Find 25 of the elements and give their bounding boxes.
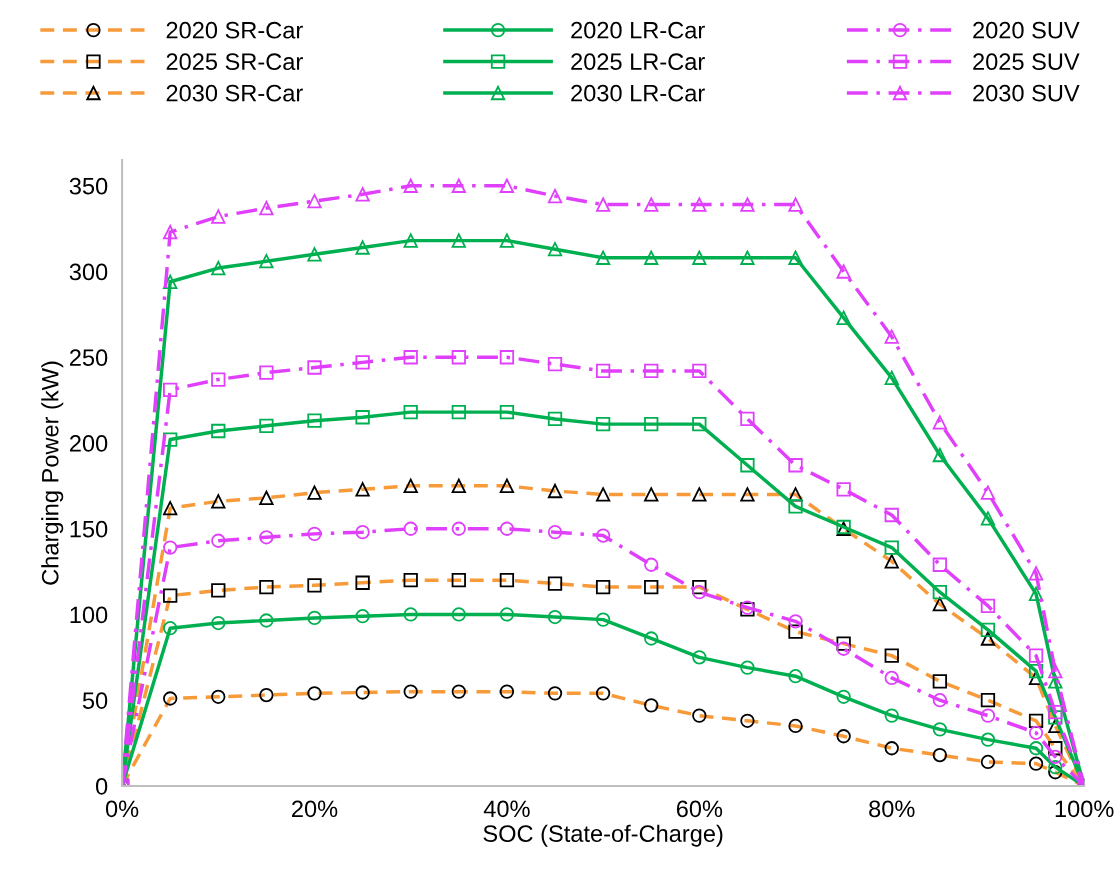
x-axis-title: SOC (State-of-Charge) [483, 824, 723, 847]
y-tick-label: 0 [95, 778, 108, 795]
y-tick-label: 150 [70, 520, 108, 538]
y-tick-label: 350 [69, 177, 108, 195]
y-tick-label: 200 [69, 435, 108, 452]
legend-label: 2025 SUV [973, 53, 1080, 71]
y-tick-label: 100 [70, 606, 108, 624]
x-tick-label: 80% [869, 800, 915, 818]
legend-label: 2020 SR-Car [166, 21, 303, 39]
legend-label: 2030 LR-Car [571, 84, 705, 102]
legend-label: 2030 SR-Car [166, 84, 303, 102]
x-tick-label: 40% [483, 800, 530, 818]
legend-label: 2025 LR-Car [571, 53, 705, 71]
y-tick-label: 300 [69, 263, 108, 281]
legend-label: 2020 SUV [973, 21, 1080, 39]
x-tick-label: 0% [105, 800, 139, 818]
y-tick-label: 50 [82, 692, 108, 709]
legend-label: 2025 SR-Car [166, 53, 303, 71]
y-axis-title: Charging Power (kW) [41, 361, 64, 585]
x-tick-label: 20% [292, 800, 338, 818]
y-tick-label: 250 [69, 349, 108, 367]
legend-label: 2020 LR-Car [571, 21, 705, 39]
x-tick-label: 60% [676, 800, 723, 818]
legend-label: 2030 SUV [973, 84, 1080, 102]
x-tick-label: 100% [1055, 800, 1114, 818]
